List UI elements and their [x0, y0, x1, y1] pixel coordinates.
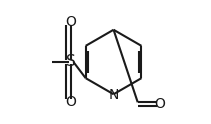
Text: O: O [65, 95, 76, 109]
Text: O: O [154, 97, 165, 111]
Text: S: S [66, 55, 76, 69]
Text: O: O [65, 15, 76, 29]
Text: N: N [108, 88, 119, 102]
